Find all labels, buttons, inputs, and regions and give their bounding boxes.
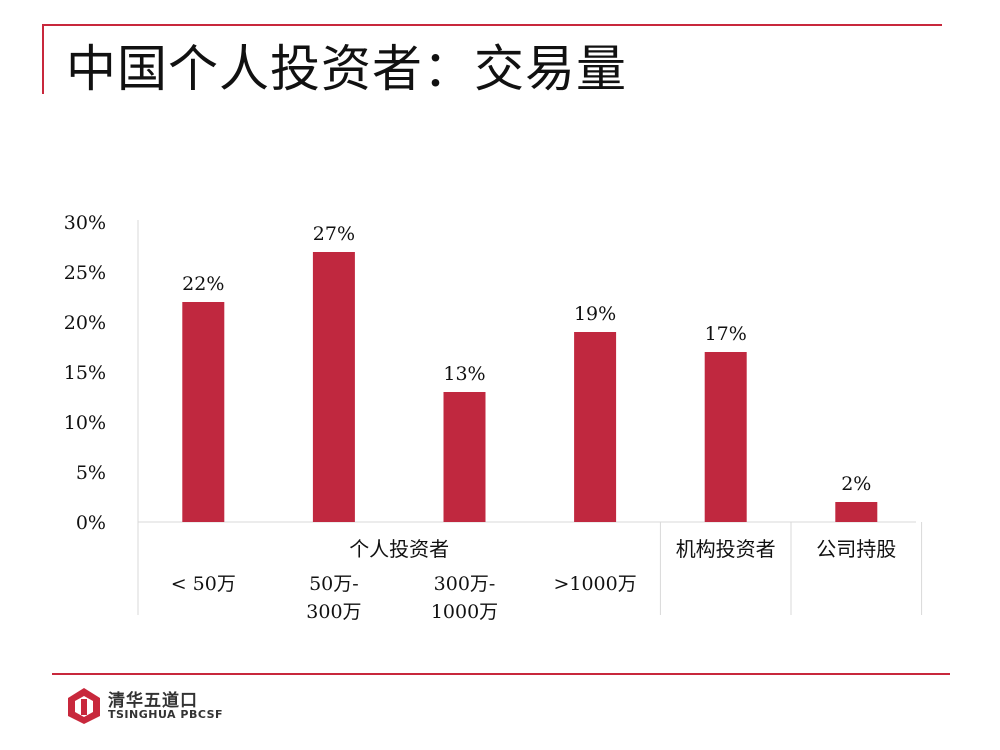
data-label: 17% <box>705 323 747 345</box>
group-label: 个人投资者 <box>349 537 449 561</box>
data-label: 19% <box>574 303 616 325</box>
y-tick-label: 20% <box>64 312 106 334</box>
data-label: 13% <box>443 363 485 385</box>
title-left-rule <box>42 24 44 94</box>
bar <box>443 392 486 522</box>
bar <box>312 252 355 522</box>
data-label: 22% <box>182 273 224 295</box>
slide-title: 中国个人投资者：交易量 <box>66 40 627 98</box>
y-tick-label: 30% <box>64 212 106 234</box>
x-tick-label: 300万- <box>434 573 496 595</box>
tsinghua-pbcsf-logo: 清华五道口 TSINGHUA PBCSF <box>66 686 226 730</box>
logo-text-cn: 清华五道口 <box>108 691 198 711</box>
y-tick-label: 15% <box>64 362 106 384</box>
y-tick-label: 10% <box>64 412 106 434</box>
bar <box>704 352 747 522</box>
logo-text-en: TSINGHUA PBCSF <box>108 708 224 721</box>
footer-rule <box>52 673 950 675</box>
x-tick-label: < 50万 <box>171 573 236 595</box>
x-tick-label: 1000万 <box>431 601 498 623</box>
x-tick-label: 50万- <box>309 573 359 595</box>
group-label: 公司持股 <box>816 537 896 561</box>
data-label: 2% <box>841 473 871 495</box>
group-label: 机构投资者 <box>676 537 776 561</box>
x-tick-label: >1000万 <box>553 573 636 595</box>
bar <box>574 332 617 522</box>
y-tick-label: 0% <box>76 512 106 534</box>
bar <box>182 302 225 522</box>
y-tick-label: 5% <box>76 462 106 484</box>
logo-emblem-icon <box>68 688 100 724</box>
data-label: 27% <box>313 223 355 245</box>
x-tick-label: 300万 <box>306 601 361 623</box>
title-top-rule <box>42 24 942 26</box>
bar <box>835 502 878 522</box>
y-tick-label: 25% <box>64 262 106 284</box>
